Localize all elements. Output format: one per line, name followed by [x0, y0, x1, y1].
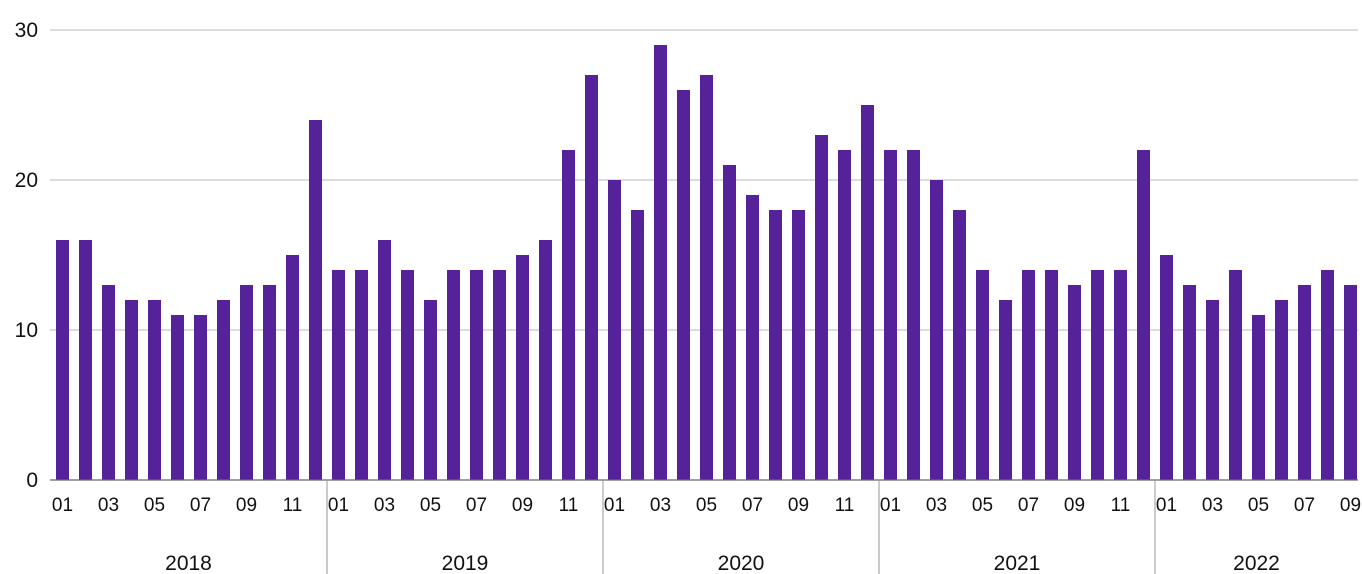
- bar: [56, 240, 69, 480]
- bar: [470, 270, 483, 480]
- bar: [194, 315, 207, 480]
- bar: [1137, 150, 1150, 480]
- x-tick-label: 05: [972, 495, 993, 516]
- bar: [516, 255, 529, 480]
- bar: [1045, 270, 1058, 480]
- bar: [677, 90, 690, 480]
- x-tick-label: 11: [1111, 495, 1131, 516]
- x-tick-label: 07: [742, 495, 763, 516]
- bar: [424, 300, 437, 480]
- x-tick-label: 09: [1064, 495, 1085, 516]
- year-label: 2021: [994, 552, 1041, 574]
- bar: [608, 180, 621, 480]
- bar: [309, 120, 322, 480]
- x-tick-label: 03: [650, 495, 671, 516]
- bar: [1321, 270, 1334, 480]
- x-tick-label: 03: [98, 495, 119, 516]
- bar: [102, 285, 115, 480]
- bar: [1298, 285, 1311, 480]
- x-tick-label: 11: [559, 495, 579, 516]
- bar: [884, 150, 897, 480]
- bar: [1091, 270, 1104, 480]
- bar: [746, 195, 759, 480]
- bar: [1252, 315, 1265, 480]
- bar: [999, 300, 1012, 480]
- bar: [631, 210, 644, 480]
- x-tick-label: 11: [835, 495, 855, 516]
- x-tick-label: 01: [1156, 495, 1177, 516]
- bar: [263, 285, 276, 480]
- y-tick-label: 0: [26, 469, 38, 492]
- x-tick-label: 05: [696, 495, 717, 516]
- bar: [148, 300, 161, 480]
- x-tick-label: 03: [374, 495, 395, 516]
- x-tick-label: 09: [788, 495, 809, 516]
- bar: [815, 135, 828, 480]
- x-tick-label: 01: [52, 495, 73, 516]
- x-tick-label: 09: [512, 495, 533, 516]
- x-tick-label: 05: [1248, 495, 1269, 516]
- x-tick-label: 09: [236, 495, 257, 516]
- x-tick-label: 11: [283, 495, 303, 516]
- x-tick-label: 01: [880, 495, 901, 516]
- x-tick-label: 09: [1340, 495, 1361, 516]
- year-label: 2019: [442, 552, 489, 574]
- bar: [447, 270, 460, 480]
- bar: [953, 210, 966, 480]
- bar: [976, 270, 989, 480]
- x-tick-label: 07: [1018, 495, 1039, 516]
- x-tick-label: 07: [466, 495, 487, 516]
- y-tick-label: 10: [15, 319, 38, 342]
- bar: [539, 240, 552, 480]
- bars: [56, 45, 1357, 480]
- bar: [217, 300, 230, 480]
- x-tick-label: 01: [328, 495, 349, 516]
- x-tick-label: 03: [1202, 495, 1223, 516]
- bar: [1206, 300, 1219, 480]
- bar: [585, 75, 598, 480]
- bar: [1160, 255, 1173, 480]
- bar: [1068, 285, 1081, 480]
- bar: [1344, 285, 1357, 480]
- bar: [1022, 270, 1035, 480]
- bar: [493, 270, 506, 480]
- bar: [1275, 300, 1288, 480]
- x-tick-label: 01: [604, 495, 625, 516]
- bar: [769, 210, 782, 480]
- bar: [378, 240, 391, 480]
- x-tick-label: 03: [926, 495, 947, 516]
- bar: [838, 150, 851, 480]
- bar: [1183, 285, 1196, 480]
- bar: [907, 150, 920, 480]
- bar: [562, 150, 575, 480]
- bar: [723, 165, 736, 480]
- bar: [79, 240, 92, 480]
- year-label: 2018: [165, 552, 212, 574]
- bar: [355, 270, 368, 480]
- bar: [1114, 270, 1127, 480]
- bar: [286, 255, 299, 480]
- bar: [332, 270, 345, 480]
- bar: [930, 180, 943, 480]
- y-tick-label: 20: [15, 169, 38, 192]
- bar: [654, 45, 667, 480]
- bar: [1229, 270, 1242, 480]
- y-axis: 0 10 20 30: [15, 19, 38, 492]
- bar: [125, 300, 138, 480]
- bar: [401, 270, 414, 480]
- x-tick-label: 07: [190, 495, 211, 516]
- bar: [861, 105, 874, 480]
- x-tick-label: 05: [420, 495, 441, 516]
- x-axis: 01 03 05 07 09 11 2018 01 03 05 07 09 11 2019 01 03 05 07…: [50, 479, 1361, 574]
- year-label: 2020: [718, 552, 765, 574]
- y-tick-label: 30: [15, 19, 38, 42]
- year-label: 2022: [1233, 552, 1280, 574]
- bar: [240, 285, 253, 480]
- bar: [792, 210, 805, 480]
- bar: [700, 75, 713, 480]
- bar: [171, 315, 184, 480]
- x-tick-label: 07: [1294, 495, 1315, 516]
- x-tick-label: 05: [144, 495, 165, 516]
